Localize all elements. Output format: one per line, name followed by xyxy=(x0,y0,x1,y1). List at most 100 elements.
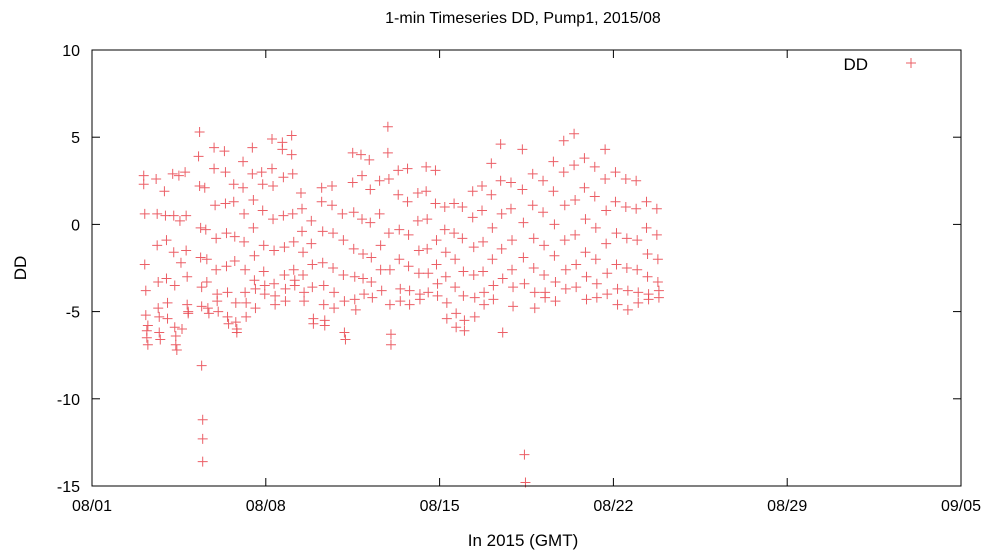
data-point xyxy=(199,182,210,193)
data-point xyxy=(211,233,222,244)
data-point xyxy=(430,165,441,176)
data-point xyxy=(423,268,434,279)
data-point xyxy=(457,233,468,244)
data-point xyxy=(550,276,561,287)
data-point xyxy=(382,147,393,158)
plot-frame xyxy=(91,49,962,487)
legend-plus-marker xyxy=(906,58,916,68)
data-point xyxy=(297,226,308,237)
data-point xyxy=(155,334,166,345)
data-point xyxy=(459,315,470,326)
data-point xyxy=(529,287,540,298)
data-point xyxy=(651,203,662,214)
data-point xyxy=(153,303,164,314)
data-point xyxy=(256,167,267,178)
data-point xyxy=(152,208,163,219)
data-point xyxy=(177,324,188,335)
data-point xyxy=(168,247,179,258)
data-point xyxy=(280,283,291,294)
data-point xyxy=(653,292,664,303)
data-point xyxy=(338,235,349,246)
data-point xyxy=(393,165,404,176)
data-point xyxy=(496,208,507,219)
data-point xyxy=(581,294,592,305)
data-point xyxy=(467,212,478,223)
data-point xyxy=(269,245,280,256)
data-point xyxy=(394,254,405,265)
data-point xyxy=(469,292,480,303)
data-point xyxy=(421,161,432,172)
chart-title: 1-min Timeseries DD, Pump1, 2015/08 xyxy=(385,10,661,27)
data-point xyxy=(550,296,561,307)
data-point xyxy=(612,299,623,310)
data-point xyxy=(154,311,165,322)
data-point xyxy=(258,266,269,277)
data-point xyxy=(340,334,351,345)
data-point xyxy=(220,198,231,209)
data-point xyxy=(458,290,469,301)
x-axis-label: In 2015 (GMT) xyxy=(468,531,579,550)
data-point xyxy=(450,254,461,265)
data-point xyxy=(308,318,319,329)
x-tick-label: 08/29 xyxy=(767,498,807,515)
data-point xyxy=(141,332,152,343)
data-point xyxy=(478,236,489,247)
data-point xyxy=(219,146,230,157)
data-point xyxy=(270,290,281,301)
data-point xyxy=(620,174,631,185)
data-point xyxy=(366,276,377,287)
data-point xyxy=(652,254,663,265)
data-point xyxy=(612,283,623,294)
data-point xyxy=(228,196,239,207)
data-point xyxy=(174,215,185,226)
data-point xyxy=(467,186,478,197)
data-point xyxy=(441,313,452,324)
data-point xyxy=(268,214,279,225)
data-point xyxy=(412,215,423,226)
data-point xyxy=(579,153,590,164)
data-point xyxy=(385,329,396,340)
data-point xyxy=(404,299,415,310)
data-point xyxy=(267,133,278,144)
data-point xyxy=(220,167,231,178)
data-point xyxy=(212,296,223,307)
data-point xyxy=(414,294,425,305)
data-point xyxy=(383,228,394,239)
data-point xyxy=(580,214,591,225)
data-point xyxy=(209,163,220,174)
data-point xyxy=(182,299,193,310)
data-point xyxy=(459,325,470,336)
data-point xyxy=(440,247,451,258)
data-point xyxy=(590,254,601,265)
data-point xyxy=(339,327,350,338)
data-point xyxy=(247,142,258,153)
data-point xyxy=(652,276,663,287)
data-point xyxy=(358,273,369,284)
data-point xyxy=(180,167,191,178)
data-point xyxy=(209,142,220,153)
data-point xyxy=(375,264,386,275)
data-point xyxy=(229,256,240,267)
data-point xyxy=(297,203,308,214)
data-point xyxy=(641,196,652,207)
data-point xyxy=(173,170,184,181)
data-point xyxy=(580,247,591,258)
data-point xyxy=(539,269,550,280)
x-tick-label: 08/22 xyxy=(593,498,633,515)
data-point xyxy=(277,144,288,155)
data-point xyxy=(280,296,291,307)
data-point xyxy=(527,200,538,211)
data-point xyxy=(620,201,631,212)
data-point xyxy=(548,186,559,197)
data-point xyxy=(394,224,405,235)
data-point xyxy=(223,318,234,329)
data-point xyxy=(431,235,442,246)
data-point xyxy=(432,278,443,289)
data-point xyxy=(497,327,508,338)
data-point xyxy=(358,249,369,260)
data-point xyxy=(286,130,297,141)
data-point xyxy=(569,128,580,139)
data-point xyxy=(581,271,592,282)
data-point xyxy=(558,135,569,146)
data-point xyxy=(505,177,516,188)
